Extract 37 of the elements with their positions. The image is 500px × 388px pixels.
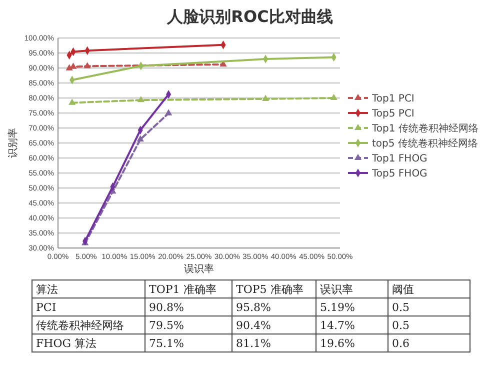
point <box>84 62 91 68</box>
text: 0.5 <box>392 300 410 314</box>
text: FHOG 算法 <box>36 336 97 350</box>
point <box>70 62 77 69</box>
point <box>330 94 338 100</box>
y-axis-title: 识别率 <box>7 128 19 158</box>
legend-label: Top1 PCI <box>371 94 414 104</box>
category-label: TOP1 准确率 <box>149 282 216 296</box>
legend-label: Top1 FHOG <box>371 154 428 164</box>
text: 79.5% <box>149 318 184 332</box>
text: 95.8% <box>236 300 271 314</box>
point <box>137 96 144 102</box>
point <box>136 135 144 142</box>
text: PCI <box>36 300 56 314</box>
legend-label: top5 传统卷积神经网络 <box>372 138 478 150</box>
category-label: 误识率 <box>320 282 353 296</box>
text: 90.4% <box>236 318 271 332</box>
text: 81.1% <box>236 336 271 350</box>
text: 传统卷积神经网络 <box>36 318 124 332</box>
text: 14.7% <box>320 318 355 332</box>
point <box>68 98 76 105</box>
point <box>164 109 172 116</box>
category-label: 算法 <box>36 282 58 296</box>
point <box>262 94 270 101</box>
text: 5.19% <box>320 300 355 314</box>
category-label: 阈值 <box>392 282 414 296</box>
text: 0.5 <box>392 318 410 332</box>
text: 90.8% <box>149 300 184 314</box>
text: 0.6 <box>392 336 410 350</box>
text: 75.1% <box>149 336 184 350</box>
legend-label: Top1 传统卷积神经网络 <box>371 122 478 134</box>
category-label: TOP5 准确率 <box>236 282 304 296</box>
text: 19.6% <box>320 336 355 350</box>
legend-label: Top5 FHOG <box>371 168 428 180</box>
chart-title: 人脸识别ROC比对曲线 <box>166 7 333 26</box>
x-axis-title: 误识率 <box>184 263 214 275</box>
legend-label: Top5 PCI <box>371 108 414 120</box>
